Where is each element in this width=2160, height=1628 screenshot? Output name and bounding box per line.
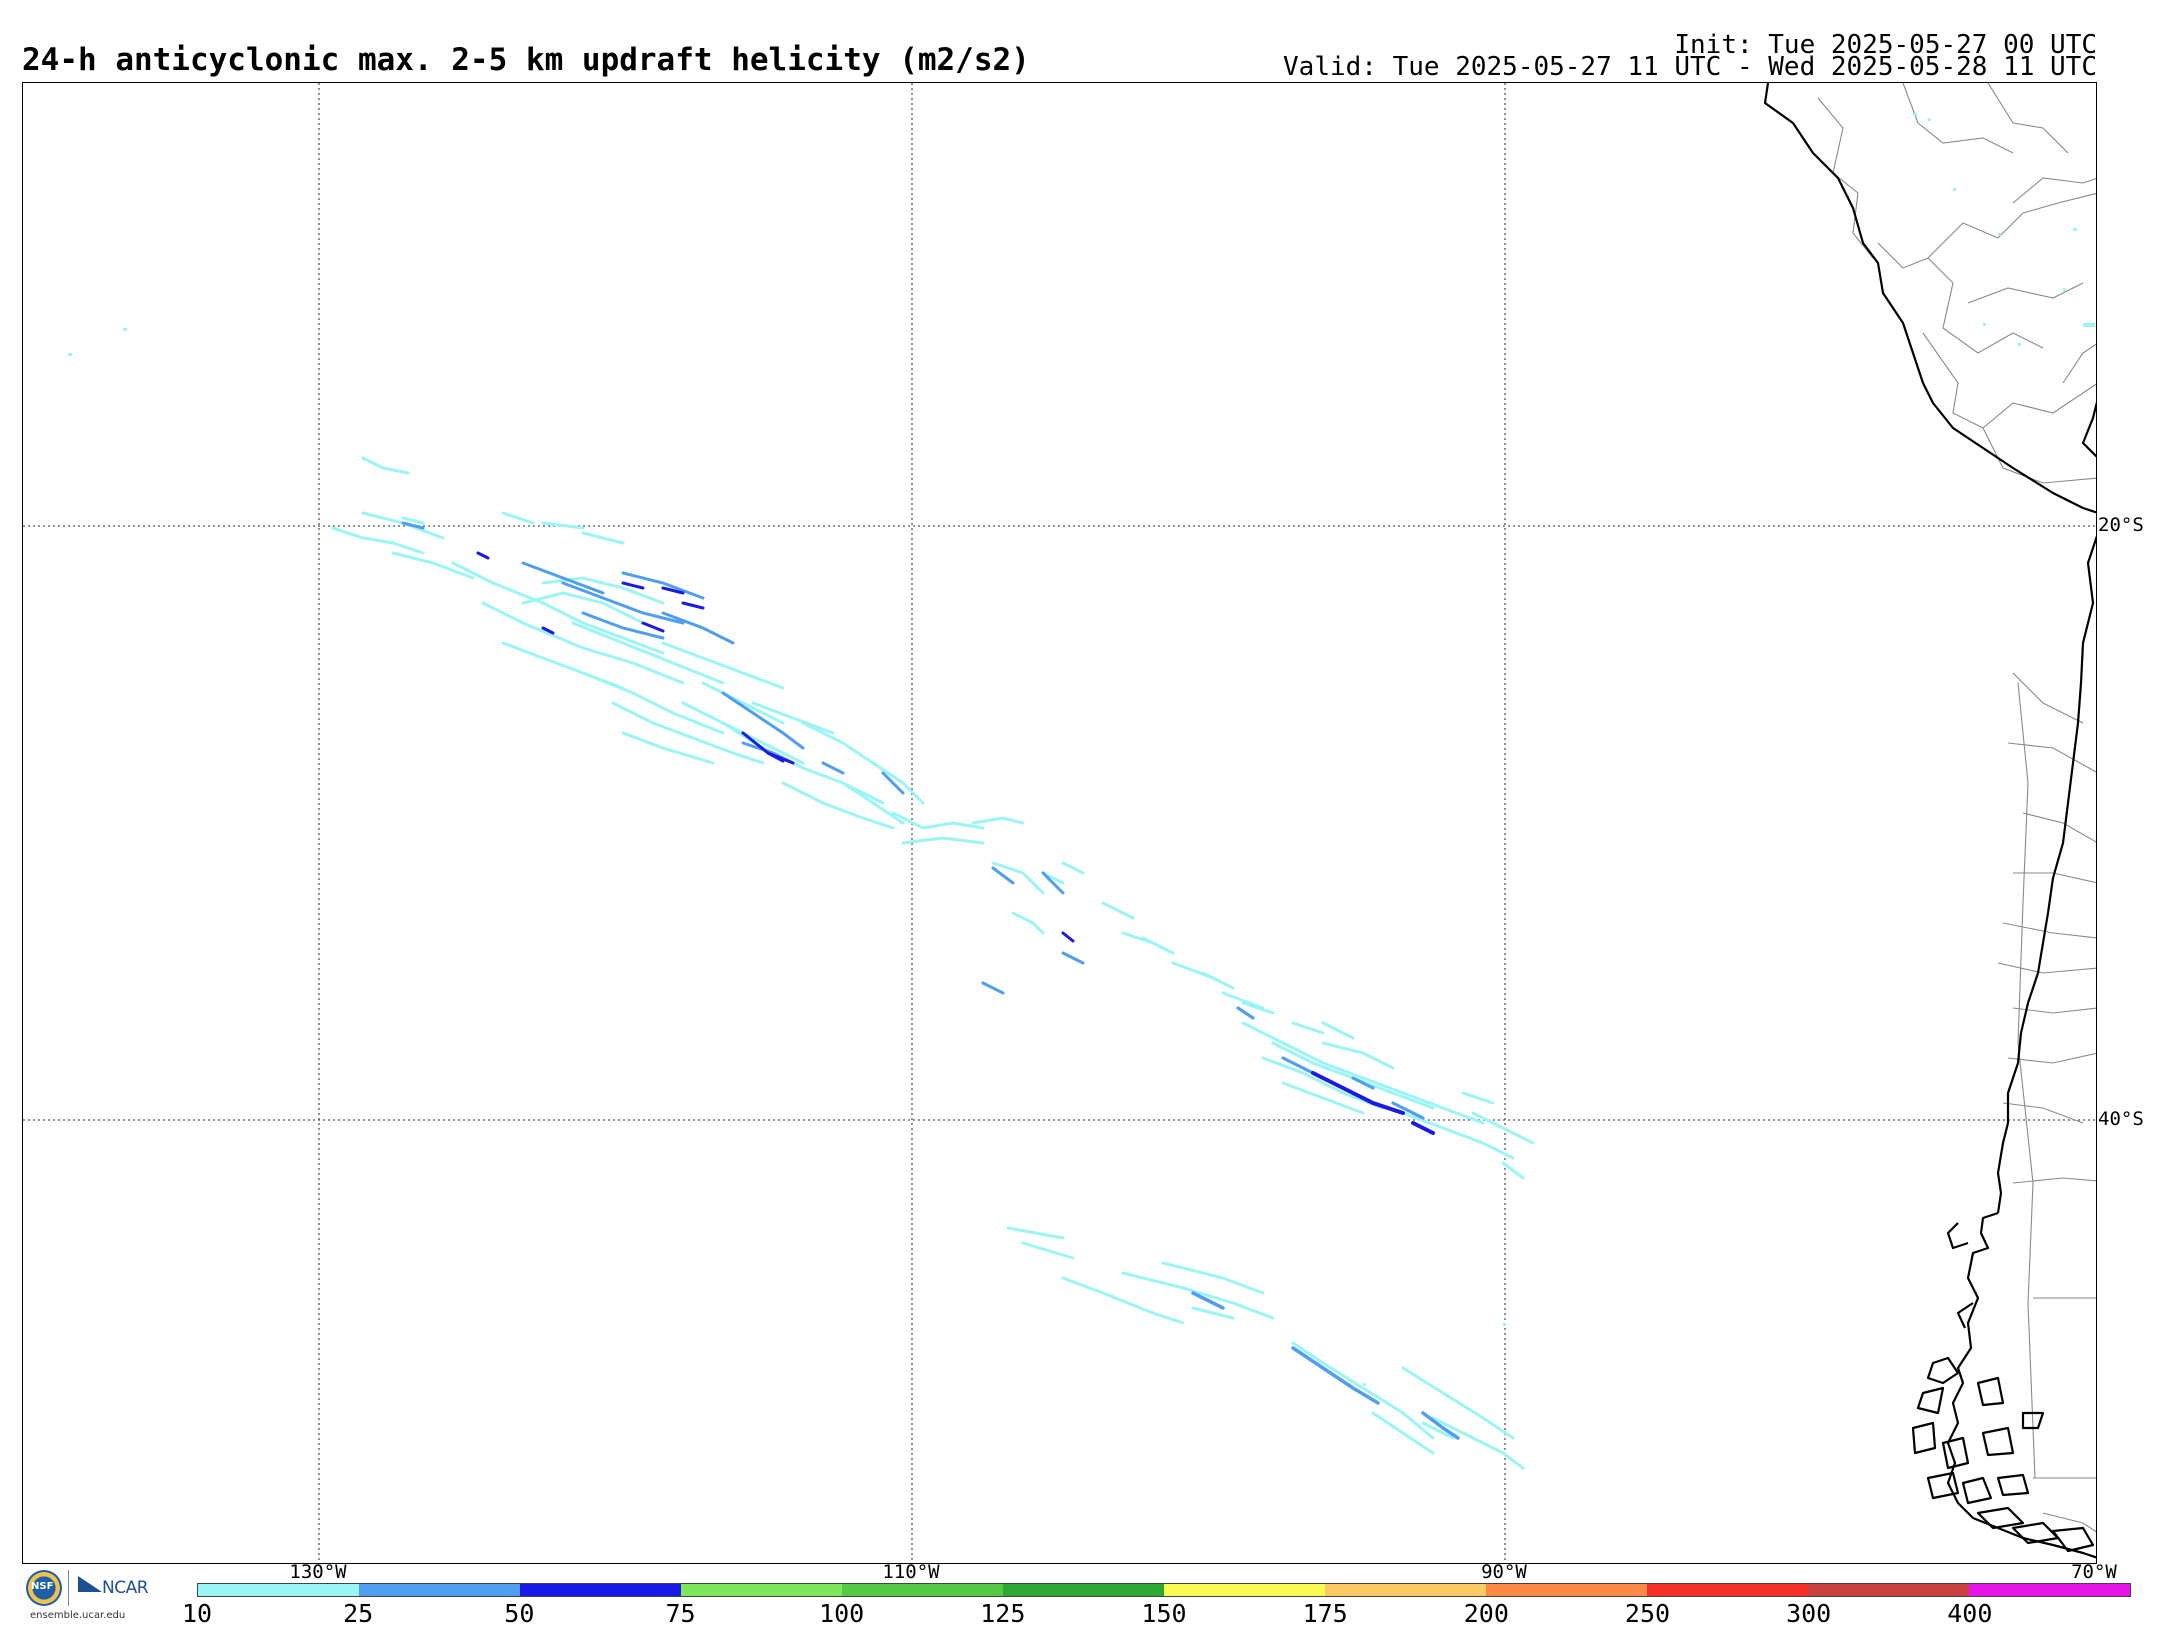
colorbar-tick-label: 200 <box>1463 1599 1509 1628</box>
swath-cluster-northwest-moderate <box>401 521 1085 995</box>
colorbar-tick-label: 125 <box>980 1599 1026 1628</box>
colorbar-tick-label: 100 <box>819 1599 865 1628</box>
graticule <box>23 83 2096 1563</box>
ncar-logo-text: NCAR <box>102 1578 149 1598</box>
colorbar-tick-label: 10 <box>181 1599 213 1628</box>
colorbar-segment <box>1003 1584 1164 1596</box>
colorbar-segment <box>1325 1584 1486 1596</box>
nsf-logo-icon <box>26 1570 62 1606</box>
colorbar-segment <box>1486 1584 1647 1596</box>
colorbar-segment <box>198 1584 359 1596</box>
colorbar-tick-label: 25 <box>343 1599 374 1628</box>
valid-time: Valid: Tue 2025-05-27 11 UTC - Wed 2025-… <box>1283 52 2097 82</box>
map-panel <box>22 82 2097 1564</box>
lon-label-110w: 110°W <box>882 1561 940 1583</box>
logos: NSF NCAR ensemble.ucar.edu <box>22 1568 162 1624</box>
helicity-swaths <box>331 456 1535 1470</box>
lat-label-20s: 20°S <box>2098 514 2144 536</box>
logo-divider <box>68 1570 69 1606</box>
map-title: 24-h anticyclonic max. 2-5 km updraft he… <box>22 42 1030 78</box>
colorbar-segment <box>1808 1584 1969 1596</box>
colorbar-tick-label: 175 <box>1302 1599 1348 1628</box>
lat-label-40s: 40°S <box>2098 1108 2144 1130</box>
lon-label-90w: 90°W <box>1481 1561 1527 1583</box>
lon-label-70w: 70°W <box>2071 1561 2117 1583</box>
swath-cluster-northwest-strong <box>476 551 1075 943</box>
colorbar-tick-label: 75 <box>665 1599 696 1628</box>
colorbar-tick-label: 150 <box>1141 1599 1187 1628</box>
init-time: Init: Tue 2025-05-27 00 UTC <box>1674 30 2097 60</box>
land-speckles <box>68 113 2095 1386</box>
colorbar <box>197 1583 2131 1597</box>
colorbar-segment <box>681 1584 842 1596</box>
colorbar-segment <box>1164 1584 1325 1596</box>
map-canvas <box>23 83 2096 1563</box>
political-borders <box>1817 83 2096 1533</box>
colorbar-segment <box>842 1584 1003 1596</box>
swath-streaks-southern <box>1006 1226 1525 1470</box>
nsf-logo-text: NSF <box>31 1581 54 1592</box>
swath-streaks-southern-moderate <box>1191 1291 1460 1440</box>
lon-label-130w: 130°W <box>289 1561 347 1583</box>
colorbar-segment <box>520 1584 681 1596</box>
colorbar-segment <box>1647 1584 1808 1596</box>
ncar-logo-icon <box>78 1576 102 1592</box>
colorbar-segment <box>1969 1584 2130 1596</box>
swath-band-central-strong <box>1311 1071 1435 1135</box>
coastline <box>1763 83 2096 1559</box>
colorbar-segment <box>359 1584 520 1596</box>
colorbar-tick-label: 300 <box>1786 1599 1832 1628</box>
ensemble-url: ensemble.ucar.edu <box>30 1610 126 1621</box>
swath-band-central <box>1121 931 1535 1180</box>
colorbar-tick-label: 250 <box>1624 1599 1671 1628</box>
swath-cluster-northwest <box>331 456 1325 1035</box>
colorbar-tick-label: 50 <box>504 1599 535 1628</box>
colorbar-tick-label: 400 <box>1947 1599 1993 1628</box>
